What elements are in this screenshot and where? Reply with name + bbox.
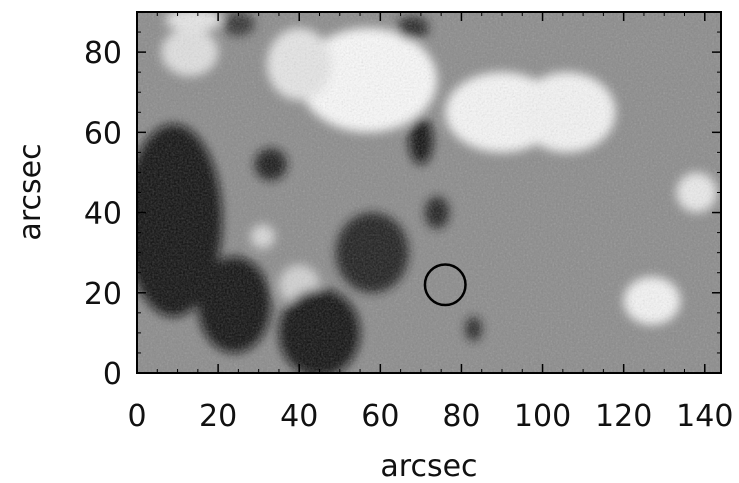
- x-tick-label: 0: [127, 399, 146, 434]
- y-axis-label: arcsec: [13, 143, 48, 240]
- x-tick-label: 40: [280, 399, 318, 434]
- y-tick-label: 0: [103, 357, 122, 392]
- x-tick-label: 80: [442, 399, 480, 434]
- x-tick-label: 20: [199, 399, 237, 434]
- plot-area: [137, 12, 721, 373]
- x-axis-label: arcsec: [380, 449, 477, 483]
- y-tick-label: 60: [84, 116, 122, 151]
- y-axis-tick-labels: 0 20 40 60 80: [84, 36, 122, 392]
- x-tick-label: 140: [676, 399, 733, 434]
- x-axis-tick-labels: 0 20 40 60 80 100 120 140: [127, 399, 733, 434]
- annotations: [423, 263, 467, 307]
- x-tick-label: 120: [595, 399, 652, 434]
- annotation-circle: [423, 263, 467, 307]
- y-tick-label: 40: [84, 197, 122, 232]
- map-noise-texture: [137, 12, 721, 373]
- x-axis-ticks: [136, 12, 706, 373]
- x-tick-label: 60: [361, 399, 399, 434]
- x-tick-label: 100: [514, 399, 571, 434]
- y-axis-ticks: [137, 11, 721, 374]
- y-tick-label: 80: [84, 36, 122, 71]
- y-tick-label: 20: [84, 277, 122, 312]
